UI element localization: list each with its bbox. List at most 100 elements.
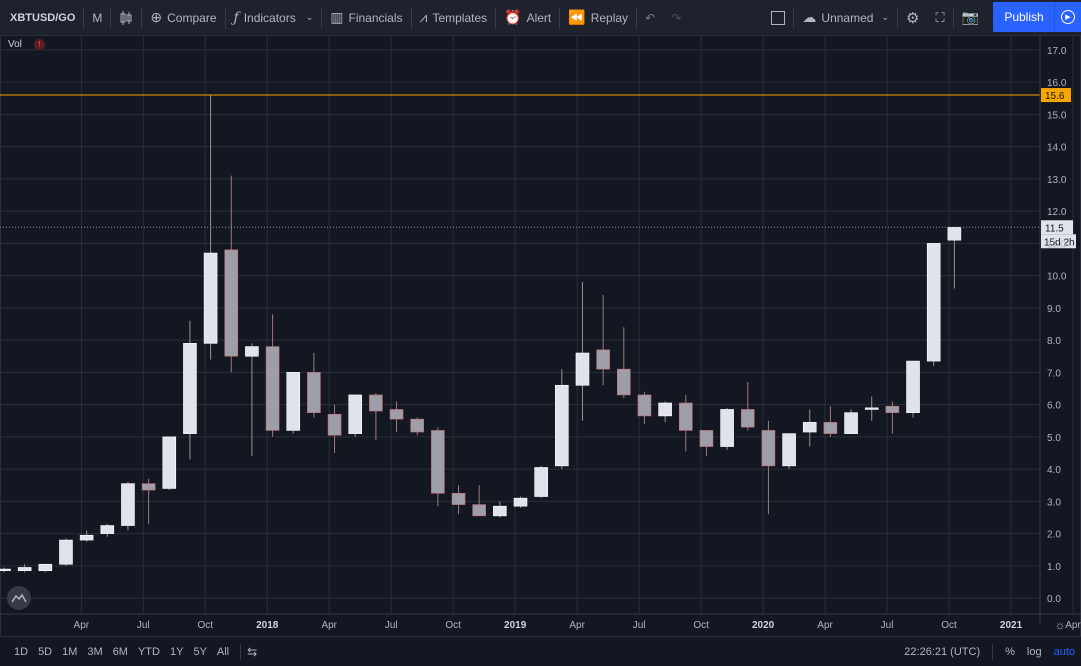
candle bbox=[885, 401, 900, 434]
undo-button[interactable]: ↶ bbox=[637, 0, 663, 35]
candle bbox=[782, 433, 796, 470]
snapshot-button[interactable]: 📷 bbox=[954, 0, 987, 35]
scale-settings-icon[interactable]: ☼ bbox=[1055, 618, 1066, 632]
price-scale[interactable]: 17.0 16.0 15.0 14.0 13.0 12.0 11.0 10.0 9.0 8.0 7.… bbox=[1039, 35, 1067, 624]
toolbar-divider bbox=[952, 6, 954, 29]
candle-body bbox=[823, 422, 838, 434]
symbol-search-button[interactable]: XBTUSD/GO bbox=[10, 11, 76, 24]
candle-body bbox=[761, 430, 776, 467]
time-scale[interactable]: Apr Jul Oct 2018 Apr Jul Oct 2019 Apr Jul Oct 2020 A… bbox=[0, 613, 1081, 632]
toolbar-divider bbox=[83, 6, 85, 29]
log-toggle[interactable]: log bbox=[1026, 645, 1042, 658]
interval-button[interactable]: M bbox=[92, 10, 103, 25]
candle-body bbox=[369, 394, 383, 412]
tradingview-logo[interactable] bbox=[7, 586, 31, 610]
toolbar-divider bbox=[141, 6, 143, 29]
range-button-6m[interactable]: 6M bbox=[112, 645, 128, 658]
candle-body bbox=[575, 352, 590, 386]
candle bbox=[596, 294, 610, 386]
redo-icon: ↷ bbox=[671, 10, 682, 25]
candle-body bbox=[183, 343, 197, 434]
range-button-1y[interactable]: 1Y bbox=[169, 645, 184, 658]
indicators-button[interactable]: ƒ Indicators ⌄ bbox=[226, 0, 322, 35]
chart-overlays: 15.6 11.5 15d 2h bbox=[0, 88, 1076, 249]
candle bbox=[431, 427, 445, 507]
replay-button[interactable]: ⏪ Replay bbox=[560, 0, 636, 35]
compare-button[interactable]: ⊕ Compare bbox=[142, 0, 224, 35]
candle-body bbox=[451, 492, 466, 505]
candle bbox=[678, 394, 693, 452]
price-tick-label: 3.0 bbox=[1047, 497, 1061, 508]
candle-body bbox=[307, 372, 321, 413]
price-tick-label: 11.0 bbox=[1047, 239, 1066, 250]
candle bbox=[472, 485, 486, 517]
alert-button[interactable]: ⏰ Alert bbox=[496, 0, 559, 35]
function-icon: ƒ bbox=[233, 9, 239, 26]
publish-video-button[interactable]: ▶ bbox=[1054, 2, 1081, 32]
toolbar-divider bbox=[224, 6, 226, 29]
bar-countdown-tag bbox=[1041, 234, 1076, 249]
candle-body bbox=[720, 409, 734, 447]
range-button-5y[interactable]: 5Y bbox=[193, 645, 207, 658]
candle bbox=[616, 327, 631, 399]
fullscreen-toggle[interactable] bbox=[763, 0, 793, 35]
price-tick-label: 6.0 bbox=[1047, 401, 1061, 412]
candle-body bbox=[431, 430, 445, 494]
clock-label[interactable]: 22:26:21 (UTC) bbox=[904, 645, 981, 658]
bottom-right-controls: 22:26:21 (UTC) % log auto bbox=[898, 637, 1081, 666]
redo-button[interactable]: ↷ bbox=[663, 0, 689, 35]
layout-name-button[interactable]: ☁ Unnamed ⌄ bbox=[794, 0, 897, 35]
horizontal-line-price-tag bbox=[1041, 88, 1071, 103]
candle-body bbox=[678, 402, 693, 431]
gear-icon: ⚙ bbox=[906, 9, 920, 27]
candle-body bbox=[844, 412, 858, 434]
candle bbox=[947, 226, 962, 289]
bar-chart-icon: ▥ bbox=[330, 9, 344, 25]
time-tick-label: Jul bbox=[385, 620, 398, 631]
candle-body bbox=[513, 497, 528, 507]
range-button-all[interactable]: All bbox=[216, 645, 230, 658]
time-tick-label: Jul bbox=[881, 620, 894, 631]
time-tick-label: Oct bbox=[445, 620, 461, 631]
range-button-5d[interactable]: 5D bbox=[38, 645, 53, 658]
range-button-ytd[interactable]: YTD bbox=[137, 645, 160, 658]
settings-button[interactable]: ⚙ bbox=[898, 0, 927, 35]
toolbar-divider bbox=[410, 6, 412, 29]
expand-button[interactable]: ⛶ bbox=[927, 0, 952, 35]
price-tick-label: 15.0 bbox=[1047, 110, 1067, 121]
candle-body bbox=[410, 418, 425, 433]
toolbar-divider bbox=[793, 6, 795, 29]
range-button-3m[interactable]: 3M bbox=[87, 645, 103, 658]
auto-toggle[interactable]: auto bbox=[1053, 645, 1075, 658]
templates-icon: ⩘ bbox=[419, 9, 428, 25]
publish-button[interactable]: Publish bbox=[993, 2, 1055, 32]
range-button-1m[interactable]: 1M bbox=[62, 645, 78, 658]
warning-icon[interactable]: ! bbox=[34, 39, 45, 50]
templates-button[interactable]: ⩘ Templates bbox=[412, 0, 496, 35]
bottom-divider bbox=[992, 643, 994, 660]
chevron-down-icon[interactable]: ⌄ bbox=[305, 12, 314, 22]
time-tick-label: Oct bbox=[693, 620, 709, 631]
price-tick-label: 8.0 bbox=[1047, 336, 1061, 347]
candle-body bbox=[782, 433, 796, 467]
rewind-icon: ⏪ bbox=[568, 9, 586, 25]
candle-body bbox=[947, 226, 962, 241]
candle bbox=[348, 394, 363, 437]
candle-body bbox=[926, 243, 941, 362]
candle bbox=[307, 353, 321, 418]
volume-legend[interactable]: Vol bbox=[8, 39, 22, 50]
bottom-divider bbox=[240, 643, 242, 660]
range-button-1d[interactable]: 1D bbox=[14, 645, 29, 658]
percent-toggle[interactable]: % bbox=[1005, 645, 1015, 658]
go-to-date-icon[interactable]: ⇆ bbox=[247, 644, 258, 659]
financials-button[interactable]: ▥ Financials bbox=[322, 0, 410, 35]
candle-body bbox=[740, 409, 755, 428]
candle-body bbox=[141, 483, 156, 491]
candle bbox=[740, 382, 755, 431]
candle-body bbox=[885, 405, 900, 413]
chart-type-button[interactable] bbox=[111, 0, 141, 35]
candle bbox=[245, 343, 259, 457]
price-tick-label: 9.0 bbox=[1047, 304, 1061, 315]
candle bbox=[17, 564, 32, 573]
